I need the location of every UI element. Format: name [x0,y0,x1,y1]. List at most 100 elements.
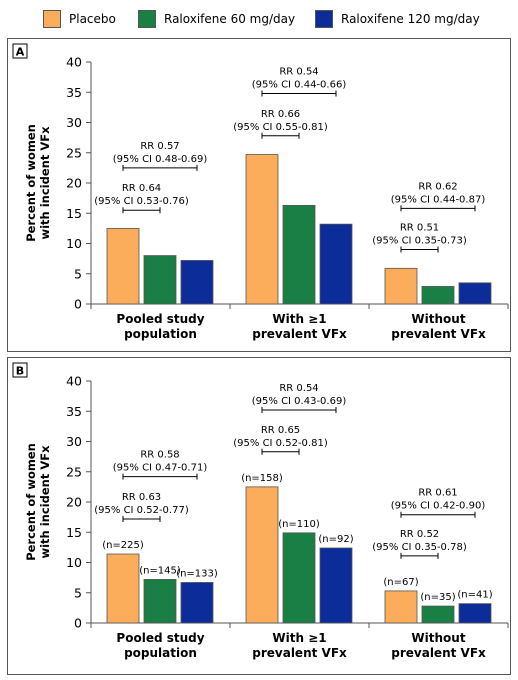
y-tick-label: 35 [66,85,82,100]
bar [319,223,353,305]
bar [143,579,177,624]
category-label: prevalent VFx [252,327,347,341]
bar [282,532,316,624]
bar [180,260,214,305]
legend-swatch-raloxifene-120 [315,10,333,28]
y-axis-title-line: Percent of women [24,124,38,242]
rr-annotation-ci: (95% CI 0.52-0.77) [94,505,189,516]
panel-tag-box [12,362,28,378]
y-axis-title-line: with incident VFx [38,445,52,559]
bar [319,547,353,624]
chart-panel-b: B 0 5 10 15 20 25 30 35 40 Percent of womenwith in… [7,357,511,675]
bar-data-label: (n=145) [139,565,181,576]
rr-annotation: RR 0.61 [418,488,457,499]
y-tick-label: 40 [66,374,82,389]
bar [106,553,140,624]
y-tick-label: 20 [66,176,82,191]
chart-panel-a: A 0 5 10 15 20 25 30 35 40 Percent of womenwith in… [7,38,511,352]
bar [106,227,140,305]
y-tick-label: 10 [66,555,82,570]
y-tick-label: 40 [66,55,82,70]
y-tick-label: 35 [66,404,82,419]
category-label: prevalent VFx [391,646,486,660]
legend-item-raloxifene-120: Raloxifene 120 mg/day [315,9,480,29]
category-label: With ≥1 [272,631,326,645]
bar-chart-a: A 0 5 10 15 20 25 30 35 40 Percent of womenwith in… [12,43,509,341]
category-label: prevalent VFx [252,646,347,660]
legend-item-raloxifene-60: Raloxifene 60 mg/day [138,9,295,29]
rr-annotation: RR 0.52 [400,529,439,540]
bar-data-label: (n=67) [383,577,418,588]
y-tick-label: 30 [66,434,82,449]
rr-annotation-ci: (95% CI 0.55-0.81) [233,122,328,133]
rr-annotation-ci: (95% CI 0.47-0.71) [113,463,208,474]
rr-annotation-ci: (95% CI 0.35-0.78) [372,542,467,553]
y-tick-label: 0 [74,616,82,631]
y-axis-title: Percent of womenwith incident VFx [24,124,52,242]
rr-annotation-ci: (95% CI 0.48-0.69) [113,154,208,165]
bar [458,282,492,305]
category-label: Without [411,312,465,326]
rr-annotation: RR 0.65 [261,425,300,436]
bar [143,255,177,305]
y-axis-title: Percent of womenwith incident VFx [24,443,52,561]
bar [421,286,455,305]
y-tick-label: 5 [74,266,82,281]
y-axis-title-line: with incident VFx [38,126,52,240]
bar [384,267,418,305]
bar-data-label: (n=158) [241,473,283,484]
legend-swatch-placebo [43,10,61,28]
rr-annotation: RR 0.54 [279,383,318,394]
bar [282,204,316,305]
rr-annotation-ci: (95% CI 0.43-0.69) [252,396,347,407]
rr-annotation-ci: (95% CI 0.53-0.76) [94,196,189,207]
bar [180,582,214,624]
rr-annotation: RR 0.57 [140,141,179,152]
rr-annotation: RR 0.63 [122,492,161,503]
category-label: Without [411,631,465,645]
y-tick-label: 5 [74,585,82,600]
rr-annotation-ci: (95% CI 0.42-0.90) [391,501,486,512]
bar [421,605,455,624]
legend-swatch-raloxifene-60 [138,10,156,28]
bar-chart-b: B 0 5 10 15 20 25 30 35 40 Percent of womenwith in… [12,362,509,660]
bar [245,486,279,624]
category-label: population [124,646,197,660]
y-axis-title-line: Percent of women [24,443,38,561]
rr-annotation: RR 0.58 [140,450,179,461]
category-label: Pooled study [116,312,204,326]
rr-annotation-ci: (95% CI 0.44-0.87) [391,194,486,205]
bar-data-label: (n=110) [278,519,320,530]
rr-annotation: RR 0.62 [418,181,457,192]
rr-annotation: RR 0.54 [279,66,318,77]
category-label: With ≥1 [272,312,326,326]
bar-data-label: (n=225) [102,540,144,551]
y-tick-label: 15 [66,525,82,540]
rr-annotation: RR 0.64 [122,183,161,194]
rr-annotation-ci: (95% CI 0.44-0.66) [252,79,347,90]
bar-data-label: (n=41) [457,590,492,601]
panel-tag: B [16,365,24,378]
legend-label: Raloxifene 60 mg/day [164,12,296,26]
legend-label: Placebo [69,12,116,26]
category-label: Pooled study [116,631,204,645]
y-tick-label: 10 [66,236,82,251]
rr-annotation-ci: (95% CI 0.35-0.73) [372,236,467,247]
bar-data-label: (n=133) [176,568,218,579]
panel-tag-box [12,43,28,59]
chart-legend: Placebo Raloxifene 60 mg/day Raloxifene … [0,0,518,38]
legend-item-placebo: Placebo [43,9,116,29]
y-tick-label: 25 [66,145,82,160]
rr-annotation: RR 0.66 [261,109,300,120]
bar-data-label: (n=35) [420,592,455,603]
y-tick-label: 20 [66,495,82,510]
category-label: prevalent VFx [391,327,486,341]
rr-annotation: RR 0.51 [400,223,439,234]
y-tick-label: 0 [74,297,82,312]
bar-data-label: (n=92) [318,534,353,545]
panel-tag: A [16,46,25,59]
bar [384,590,418,624]
y-tick-label: 30 [66,115,82,130]
y-tick-label: 15 [66,206,82,221]
bar [245,154,279,305]
